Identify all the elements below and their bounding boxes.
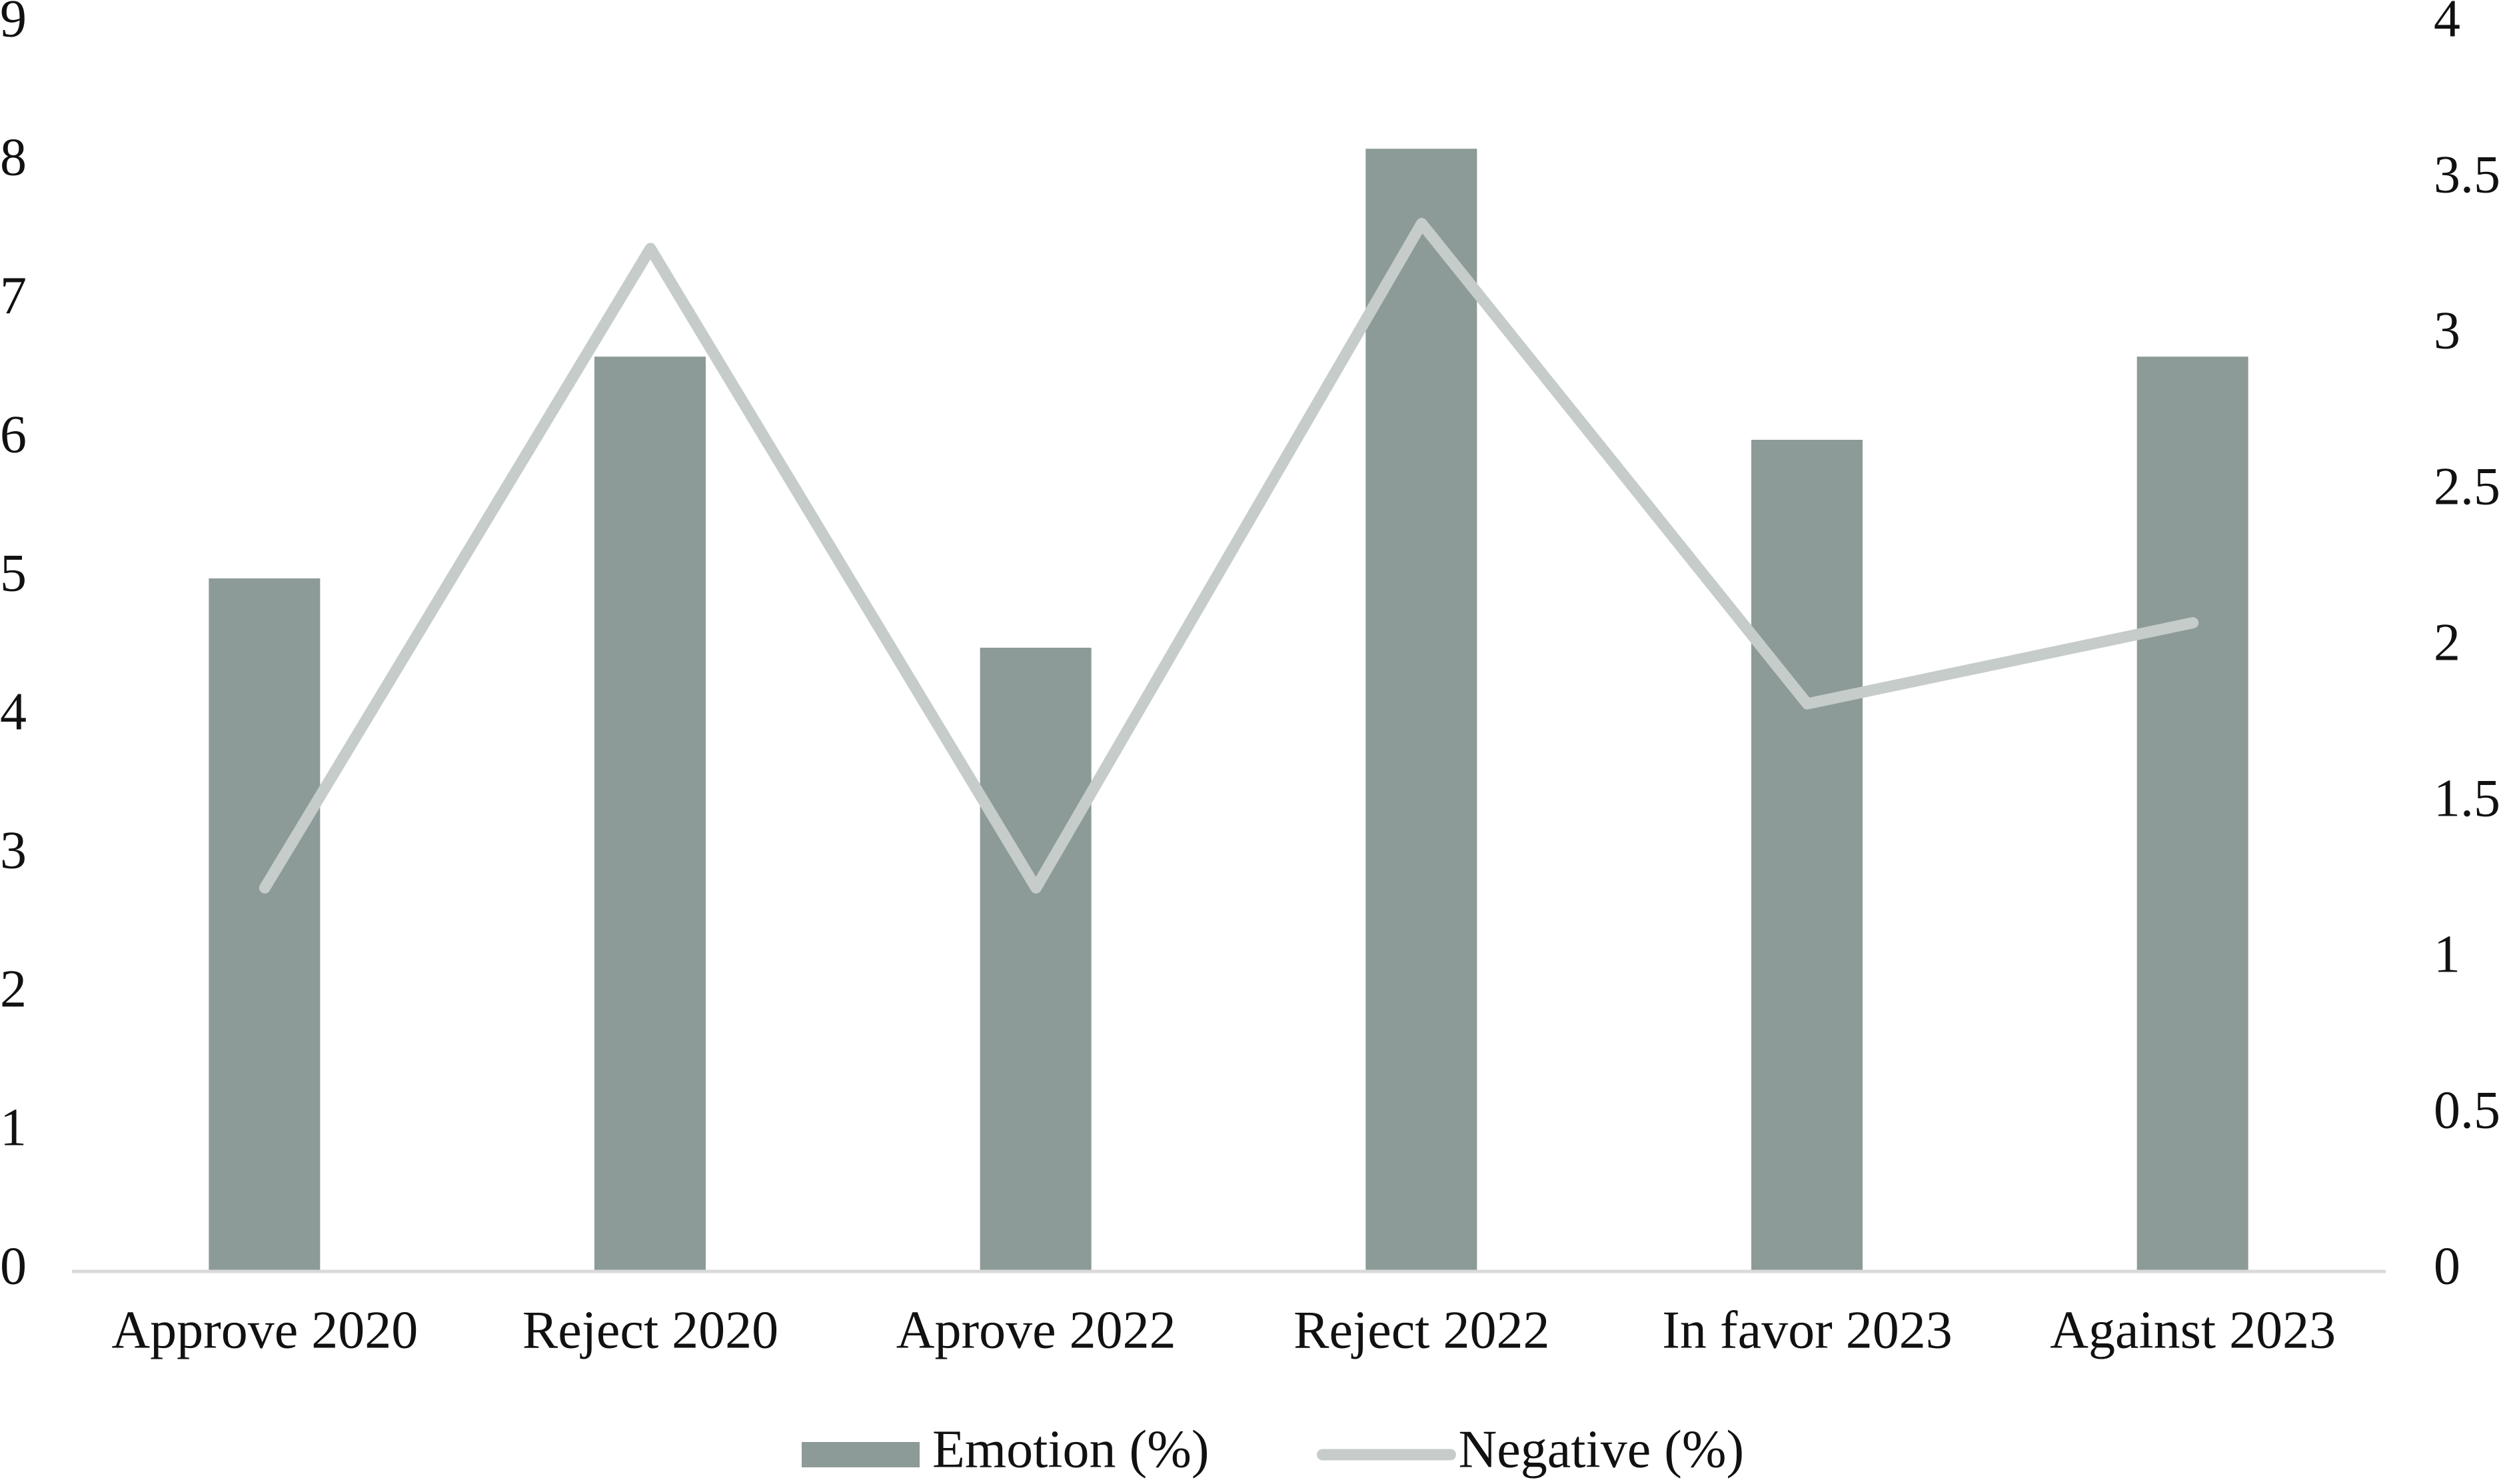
y2-tick-label: 4 [2434, 0, 2460, 48]
x-tick-label: Reject 2020 [522, 1301, 778, 1359]
y2-tick-label: 0.5 [2434, 1081, 2499, 1139]
y-tick-label: 1 [0, 1098, 27, 1157]
y2-tick-label: 1.5 [2434, 769, 2499, 828]
x-tick-label: Reject 2022 [1293, 1301, 1549, 1359]
y2-tick-label: 3 [2434, 301, 2460, 360]
y2-tick-label: 1 [2434, 925, 2460, 984]
y-tick-label: 6 [0, 405, 27, 464]
x-tick-label: Approve 2020 [111, 1301, 418, 1359]
y-tick-label: 7 [0, 267, 27, 325]
bar [1751, 440, 1863, 1271]
y-tick-label: 0 [0, 1237, 27, 1295]
x-tick-label: In favor 2023 [1662, 1301, 1952, 1359]
legend-label: Negative (%) [1458, 1420, 1744, 1479]
bar [209, 578, 321, 1271]
bar [2136, 357, 2248, 1272]
bar [980, 648, 1092, 1271]
x-tick-label: Against 2023 [2050, 1301, 2336, 1359]
y-tick-label: 5 [0, 544, 27, 602]
y2-tick-label: 0 [2434, 1237, 2460, 1295]
y-tick-label: 3 [0, 821, 27, 880]
x-tick-label: Aprove 2022 [896, 1301, 1176, 1359]
y-tick-label: 9 [0, 0, 27, 48]
legend-label: Emotion (%) [932, 1420, 1209, 1479]
bar [1365, 149, 1477, 1272]
y2-tick-label: 2.5 [2434, 457, 2499, 516]
y2-tick-label: 2 [2434, 613, 2460, 672]
y-tick-label: 2 [0, 960, 27, 1018]
y-tick-label: 8 [0, 128, 27, 187]
legend-swatch [802, 1442, 920, 1467]
line [259, 218, 2199, 894]
y2-tick-label: 3.5 [2434, 145, 2499, 204]
y-tick-label: 4 [0, 682, 27, 741]
bar [594, 357, 706, 1272]
